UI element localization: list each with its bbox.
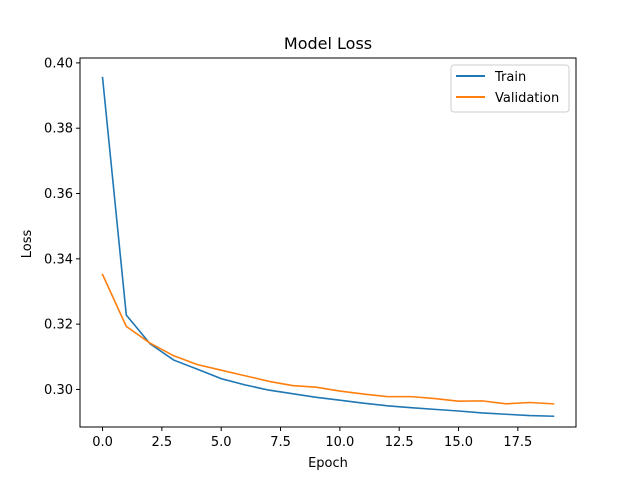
y-tick-label: 0.36: [44, 187, 73, 202]
x-tick-label: 0.0: [92, 435, 113, 450]
x-axis-ticks: 0.0 2.5 5.0 7.5 10.0 12.5 15.0 17.5: [92, 427, 532, 450]
x-tick-label: 17.5: [503, 435, 532, 450]
x-tick-label: 2.5: [152, 435, 173, 450]
y-axis-ticks: 0.30 0.32 0.34 0.36 0.38 0.40: [44, 56, 80, 398]
legend: Train Validation: [450, 64, 570, 113]
series-line-validation: [101, 273, 555, 405]
x-tick-label: 12.5: [385, 435, 414, 450]
series-layer: [101, 76, 555, 418]
y-tick-label: 0.38: [44, 122, 73, 137]
x-tick-label: 5.0: [211, 435, 232, 450]
series-line-train: [101, 76, 555, 418]
y-tick-label: 0.40: [44, 56, 73, 71]
chart-title: Model Loss: [284, 34, 372, 53]
x-axis-label: Epoch: [308, 456, 348, 471]
x-tick-label: 15.0: [444, 435, 473, 450]
y-tick-label: 0.34: [44, 252, 73, 267]
y-axis-label: Loss: [20, 230, 35, 259]
plot-frame: [79, 57, 577, 428]
legend-label-train: Train: [494, 70, 526, 85]
y-tick-label: 0.30: [44, 383, 73, 398]
x-tick-label: 10.0: [325, 435, 354, 450]
y-tick-label: 0.32: [44, 318, 73, 333]
legend-label-validation: Validation: [495, 91, 559, 106]
x-tick-label: 7.5: [270, 435, 291, 450]
